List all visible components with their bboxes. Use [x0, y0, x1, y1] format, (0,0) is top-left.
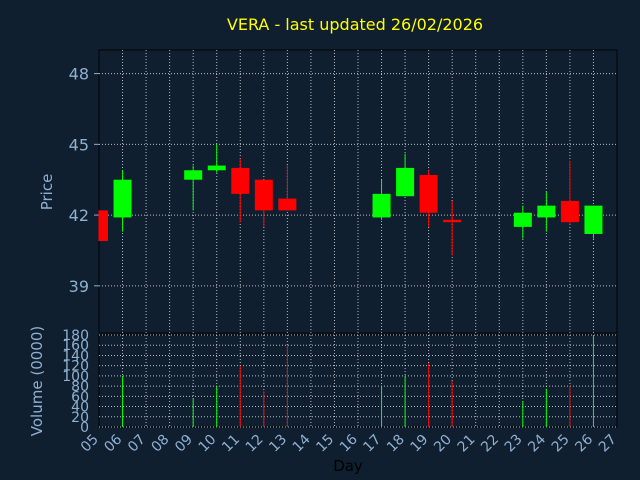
candle-body: [584, 205, 603, 234]
x-tick-label: 17: [360, 432, 384, 456]
candle-body: [254, 179, 273, 211]
candle-20: [443, 200, 462, 256]
volume-tick-label: 60: [71, 389, 89, 405]
candle-06: [113, 170, 132, 232]
x-tick-label: 09: [172, 432, 196, 456]
candle-17: [372, 179, 391, 220]
candle-25: [560, 160, 579, 225]
volume-tick-label: 100: [62, 369, 89, 385]
volume-tick-label: 120: [62, 359, 89, 375]
volume-tick-label: 160: [62, 338, 89, 354]
candle-body: [113, 179, 132, 218]
candle-body: [231, 167, 250, 194]
x-tick-label: 25: [549, 432, 573, 456]
candle-23: [513, 205, 532, 239]
x-axis-label: Day: [333, 457, 363, 475]
candle-body: [513, 212, 532, 227]
candle-body: [560, 200, 579, 223]
candle-body: [372, 193, 391, 218]
x-tick-label: 20: [431, 432, 455, 456]
candle-12: [254, 179, 273, 227]
price-grid: [99, 50, 617, 333]
volume-tick-label: 0: [80, 420, 89, 436]
candle-18: [396, 153, 415, 197]
candle-body: [419, 174, 438, 213]
price-tick-label: 39: [69, 277, 89, 296]
x-tick-label: 19: [408, 432, 432, 456]
x-tick-label: 08: [149, 432, 173, 456]
candle-body: [99, 210, 108, 242]
volume-bars: [122, 335, 594, 427]
x-tick-label: 18: [384, 432, 408, 456]
chart-title: VERA - last updated 26/02/2026: [227, 15, 483, 34]
candle-body: [207, 165, 226, 171]
volume-tick-label: 20: [71, 410, 89, 426]
candle-body: [443, 219, 462, 223]
volume-tick-label: 80: [71, 379, 89, 395]
x-tick-label: 07: [125, 432, 149, 456]
price-tick-label: 45: [69, 135, 89, 154]
x-tick-label: 16: [337, 431, 361, 455]
price-panel: 39 42 45 48 Price: [38, 49, 618, 334]
x-tick-label: 21: [455, 432, 479, 456]
x-tick-label: 15: [313, 432, 337, 456]
x-tick-label: 22: [478, 432, 502, 456]
candle-09: [184, 165, 203, 211]
candle-05: [98, 210, 108, 242]
candle-13: [278, 165, 297, 211]
volume-tick-label: 40: [71, 400, 89, 416]
x-tick-label: 11: [219, 432, 243, 456]
candle-body: [396, 167, 415, 197]
candle-11: [231, 158, 250, 223]
candle-body: [184, 170, 203, 180]
candle-body: [537, 205, 556, 218]
x-tick-label: 12: [243, 432, 267, 456]
price-y-ticks: 39 42 45 48: [69, 65, 99, 296]
price-axis-label: Price: [38, 174, 56, 211]
volume-grid: [99, 334, 617, 428]
volume-tick-label: 140: [62, 348, 89, 364]
volume-tick-label: 180: [62, 328, 89, 344]
x-ticks: 05 06 07 08 09 10 11 12 13 14 15 16 17 18 19 20 21 22 23 24…: [78, 431, 620, 455]
x-tick-label: 10: [196, 432, 220, 456]
price-tick-label: 42: [69, 206, 89, 225]
candles: [98, 144, 603, 256]
x-tick-label: 24: [525, 431, 549, 455]
candle-24: [537, 191, 556, 232]
price-tick-label: 48: [69, 65, 89, 84]
x-tick-label: 14: [290, 431, 314, 455]
candle-19: [419, 170, 438, 227]
x-tick-label: 26: [572, 431, 596, 455]
x-tick-label: 06: [101, 431, 125, 455]
candle-10: [207, 144, 226, 173]
candle-body: [278, 198, 297, 211]
volume-axis-label: Volume (0000): [28, 326, 46, 436]
x-tick-label: 23: [502, 432, 526, 456]
candle-26: [584, 205, 603, 239]
x-tick-label: 13: [266, 432, 290, 456]
x-tick-label: 27: [596, 432, 620, 456]
